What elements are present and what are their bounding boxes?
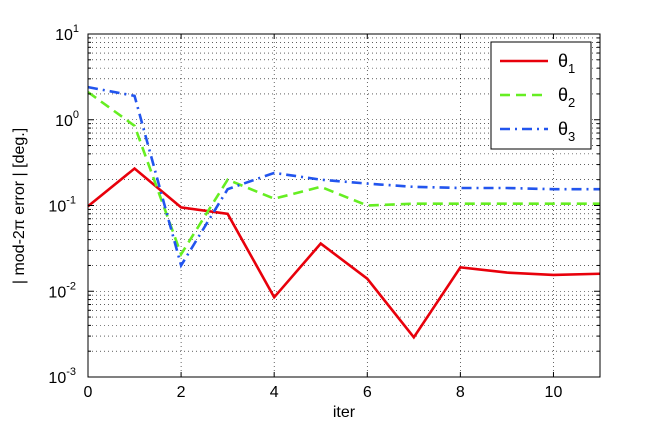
y-tick-label: 10-1 [48,195,76,216]
x-tick-label: 10 [545,384,563,401]
legend-label-theta-3: θ3 [558,119,575,144]
tick-label-layer: 0 2 4 6 8 10 10-3 10-2 10-1 100 101 [48,23,562,401]
y-tick-label: 101 [55,23,79,44]
x-tick-label: 8 [456,384,465,401]
tick-layer [87,33,600,378]
y-axis-label: | mod-2π error | [deg.] [11,128,28,284]
y-tick-label: 10-3 [48,366,76,387]
x-tick-label: 4 [270,384,279,401]
legend-label-theta-1: θ1 [558,51,575,76]
legend-label-theta-2: θ2 [558,85,575,110]
y-tick-label: 100 [55,109,79,130]
x-tick-label: 6 [363,384,372,401]
grid-layer [88,34,600,377]
legend: θ1 θ2 θ3 [490,41,592,150]
series-line-theta-3 [87,85,600,269]
x-tick-label: 2 [177,384,186,401]
series-layer [87,85,601,340]
series-line-theta-2 [87,91,600,258]
y-tick-label: 10-2 [48,280,76,301]
x-axis-label: iter [333,404,356,421]
series-line-theta-1 [87,166,601,340]
x-tick-label: 0 [84,384,93,401]
